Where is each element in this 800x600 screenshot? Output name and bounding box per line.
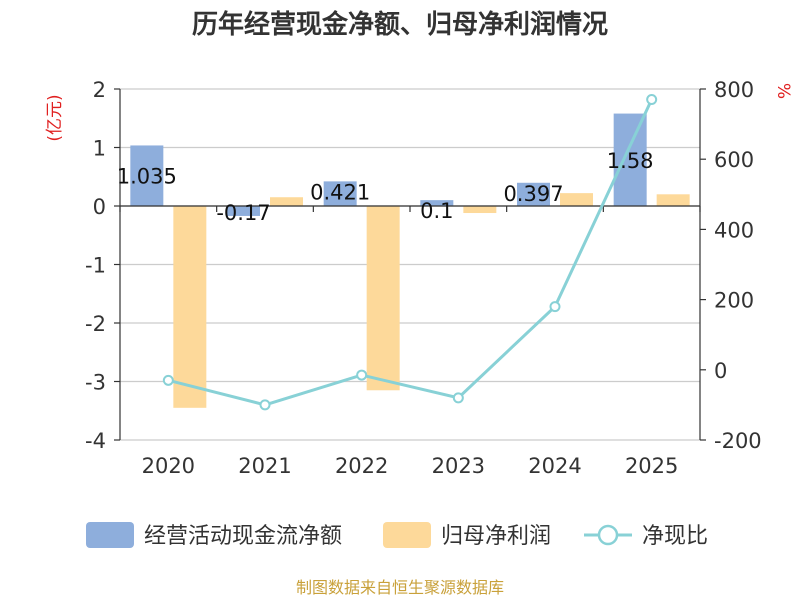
legend-label-ratio[interactable]: 净现比 <box>642 524 708 549</box>
bar-cashflow <box>613 113 647 206</box>
data-label-cashflow: 1.58 <box>607 149 654 173</box>
right-tick-label: 200 <box>714 289 754 313</box>
left-tick-label: 1 <box>93 137 106 161</box>
left-tick-label: -2 <box>85 312 106 336</box>
bar-cashflow <box>130 145 164 206</box>
bar-netprofit <box>656 194 690 206</box>
bar-cashflow <box>227 206 260 216</box>
x-tick-label: 2025 <box>625 454 678 478</box>
legend-swatch-cashflow[interactable] <box>86 522 134 548</box>
bar-cashflow <box>420 200 454 206</box>
axes <box>114 88 706 441</box>
x-tick-label: 2020 <box>142 454 195 478</box>
x-tick-label: 2021 <box>238 454 291 478</box>
chart-title: 历年经营现金净额、归母净利润情况 <box>192 9 608 40</box>
ratio-point <box>356 369 368 381</box>
ratio-point <box>162 374 174 386</box>
ratio-point <box>259 399 271 411</box>
x-tick-label: 2023 <box>432 454 485 478</box>
data-label-cashflow: 0.1 <box>420 199 453 223</box>
data-label-cashflow: 0.421 <box>310 180 370 204</box>
x-tick-label: 2024 <box>528 454 581 478</box>
ratio-point <box>452 392 464 404</box>
bar-netprofit <box>270 197 303 206</box>
bar-netprofit <box>173 206 207 408</box>
legend-marker-ratio[interactable] <box>597 524 619 546</box>
ratio-line <box>167 98 654 407</box>
x-tick-label: 2022 <box>335 454 388 478</box>
right-tick-label: -200 <box>714 429 762 453</box>
left-tick-label: -4 <box>85 429 106 453</box>
left-axis-unit: (亿元) <box>45 94 65 141</box>
bar-netprofit <box>560 193 593 206</box>
left-tick-label: 0 <box>93 195 106 219</box>
bar-series <box>130 113 690 408</box>
data-label-cashflow: 1.035 <box>117 165 177 189</box>
right-tick-label: 600 <box>714 148 754 172</box>
right-axis-unit: % <box>773 83 793 99</box>
legend-swatch-netprofit[interactable] <box>383 522 431 548</box>
ratio-point <box>549 301 561 313</box>
tick-labels: 2 1 0 -1 -2 -3 -4 800 600 400 200 0 -200 2020 2021 2022… <box>85 78 762 478</box>
data-label-cashflow: -0.17 <box>216 201 270 225</box>
right-tick-label: 800 <box>714 78 754 102</box>
line-series <box>162 94 658 411</box>
left-tick-label: -3 <box>85 371 106 395</box>
right-tick-label: 400 <box>714 218 754 242</box>
right-tick-label: 0 <box>714 359 727 383</box>
ratio-point <box>646 94 658 106</box>
left-tick-label: 2 <box>93 78 106 102</box>
bar-cashflow <box>517 182 550 206</box>
bar-cashflow <box>323 181 357 206</box>
left-tick-label: -1 <box>85 254 106 278</box>
data-labels: 1.035 -0.17 0.421 0.1 0.397 1.58 <box>117 149 654 225</box>
legend: 经营活动现金流净额 归母净利润 净现比 <box>86 522 708 549</box>
legend-label-netprofit[interactable]: 归母净利润 <box>441 524 551 549</box>
legend-label-cashflow[interactable]: 经营活动现金流净额 <box>144 524 342 549</box>
data-label-cashflow: 0.397 <box>503 182 563 206</box>
source-note: 制图数据来自恒生聚源数据库 <box>296 578 504 597</box>
bar-netprofit <box>463 206 497 214</box>
bar-netprofit <box>366 206 400 391</box>
